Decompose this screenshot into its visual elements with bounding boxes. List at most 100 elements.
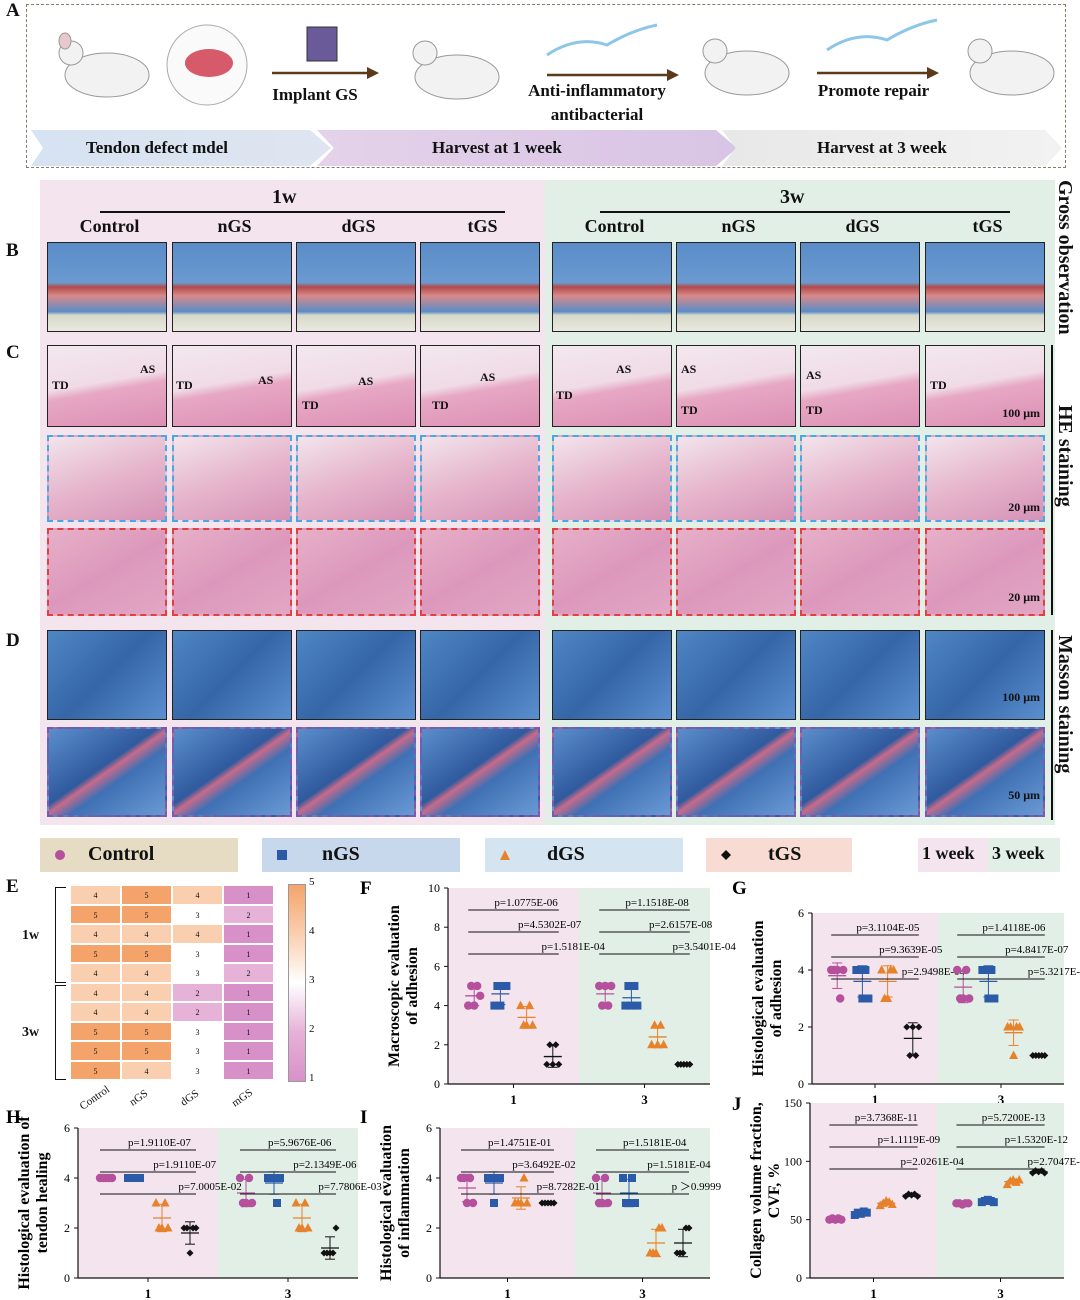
tissue-tag-as: AS bbox=[806, 368, 822, 382]
heatmap-cell: 4 bbox=[70, 1002, 121, 1022]
legend-tgs: tGS bbox=[706, 838, 852, 872]
histology-image bbox=[47, 528, 167, 616]
data-point-control bbox=[468, 1198, 478, 1208]
p-value: p=1.4118E-06 bbox=[982, 922, 1045, 934]
data-point-ngs bbox=[987, 966, 996, 974]
step-promote-repair: Promote repair bbox=[817, 81, 930, 100]
heatmap-cell: 5 bbox=[121, 943, 172, 963]
rat-illustration bbox=[58, 32, 150, 98]
histology-image bbox=[420, 528, 540, 616]
data-point-tgs bbox=[192, 1224, 200, 1232]
scale-100um-he: 100 μm bbox=[1002, 406, 1040, 420]
histology-image bbox=[800, 528, 920, 616]
heatmap-cell: 4 bbox=[172, 924, 223, 944]
colorbar-tick: 5 bbox=[309, 876, 315, 888]
p-value: p=8.7282E-01 bbox=[537, 1181, 600, 1193]
p-value: p=1.1119E-09 bbox=[878, 1134, 941, 1146]
p-value: p=4.5302E-07 bbox=[518, 919, 582, 931]
data-point-tgs bbox=[550, 1199, 558, 1207]
data-point-ngs bbox=[496, 1001, 505, 1010]
data-point-ngs bbox=[989, 1198, 998, 1207]
data-point-ngs bbox=[628, 1174, 636, 1182]
data-point-tgs bbox=[679, 1249, 687, 1257]
histology-image bbox=[47, 727, 167, 817]
data-point-dgs bbox=[516, 1000, 526, 1010]
heatmap-cell: 4 bbox=[70, 982, 121, 1002]
data-point-dgs bbox=[291, 1198, 301, 1207]
p-value: p=5.7200E-13 bbox=[982, 1112, 1046, 1124]
data-point-ngs bbox=[624, 982, 633, 990]
histology-image bbox=[47, 435, 167, 522]
y-axis-title: Histological evaluationof inflammation bbox=[378, 1125, 413, 1281]
heatmap-cell: 4 bbox=[70, 885, 121, 905]
histology-image bbox=[676, 242, 796, 332]
tissue-tag-as: AS bbox=[358, 374, 374, 388]
heatmap-cell: 3 bbox=[172, 1021, 223, 1041]
data-point-dgs bbox=[889, 965, 899, 974]
heatmap-cell: 1 bbox=[223, 1060, 274, 1080]
histology-image bbox=[925, 727, 1045, 817]
heatmap-cell: 2 bbox=[223, 904, 274, 924]
data-point-ngs bbox=[862, 1208, 871, 1217]
data-point-dgs bbox=[1006, 1022, 1016, 1031]
data-point-control bbox=[464, 1001, 473, 1010]
schematic-panel: Implant GS Anti-inflammatory antibacteri… bbox=[26, 4, 1066, 168]
p-value: p=3.5401E-04 bbox=[673, 941, 737, 953]
y-tick-label: 0 bbox=[434, 1077, 440, 1091]
panel-label: I bbox=[360, 1107, 367, 1128]
histology-image bbox=[420, 345, 540, 427]
histology-image bbox=[925, 630, 1045, 720]
data-point-dgs bbox=[887, 1199, 897, 1208]
scale-20um-blue: 20 μm bbox=[1008, 500, 1040, 514]
histology-image bbox=[172, 242, 292, 332]
heatmap-cell: 4 bbox=[172, 885, 223, 905]
data-point-dgs bbox=[653, 1039, 663, 1049]
tissue-tag-td: TD bbox=[52, 378, 69, 392]
histology-image bbox=[296, 435, 416, 522]
col-tgs-3w: tGS bbox=[972, 216, 1003, 236]
heatmap-cell: 1 bbox=[223, 885, 274, 905]
data-point-control bbox=[465, 1173, 475, 1183]
tissue-tag-td: TD bbox=[176, 378, 193, 392]
p-value: p=2.1349E-06 bbox=[293, 1159, 357, 1171]
data-point-control bbox=[597, 1198, 607, 1208]
y-tick-label: 0 bbox=[426, 1271, 432, 1285]
data-point-control bbox=[459, 1173, 469, 1183]
data-point-ngs bbox=[990, 994, 999, 1003]
y-tick-label: 2 bbox=[64, 1221, 70, 1235]
data-point-ngs bbox=[864, 994, 873, 1003]
p-value: p=1.5181E-04 bbox=[647, 1159, 711, 1171]
histology-image bbox=[800, 345, 920, 427]
data-point-dgs bbox=[297, 1223, 307, 1232]
data-point-tgs bbox=[543, 1060, 551, 1068]
data-point-ngs bbox=[855, 966, 864, 974]
data-point-tgs bbox=[1041, 1169, 1049, 1177]
scale-20um-red: 20 μm bbox=[1008, 590, 1040, 604]
y-tick-label: 0 bbox=[796, 1271, 802, 1285]
label-gross-observation: Gross observation bbox=[1054, 180, 1076, 335]
label-masson-staining: Masson staining bbox=[1054, 635, 1076, 774]
x-tick-label: 1 bbox=[870, 1286, 877, 1300]
week1-region bbox=[812, 913, 938, 1084]
histology-image bbox=[420, 435, 540, 522]
tissue-tag-as: AS bbox=[480, 370, 496, 384]
heatmap-cell: 5 bbox=[70, 943, 121, 963]
x-tick-label: 1 bbox=[872, 1092, 879, 1107]
histology-image bbox=[676, 528, 796, 616]
data-point-tgs bbox=[332, 1224, 340, 1232]
tissue-tag-td: TD bbox=[432, 398, 449, 412]
week1-region bbox=[810, 1103, 937, 1278]
data-point-tgs bbox=[329, 1249, 337, 1257]
p-value: p=3.7368E-11 bbox=[855, 1112, 918, 1124]
schematic-drawing bbox=[58, 18, 1055, 106]
data-point-control bbox=[965, 994, 974, 1003]
heatmap-cell: 2 bbox=[172, 1002, 223, 1022]
data-point-control bbox=[839, 965, 848, 975]
colorbar-tick: 1 bbox=[309, 1072, 315, 1084]
histology-image bbox=[925, 345, 1045, 427]
data-point-ngs bbox=[984, 994, 993, 1003]
heatmap-cell: 3 bbox=[172, 1041, 223, 1061]
data-point-control bbox=[601, 981, 610, 991]
data-point-control bbox=[595, 981, 604, 991]
y-tick-label: 2 bbox=[426, 1221, 432, 1235]
